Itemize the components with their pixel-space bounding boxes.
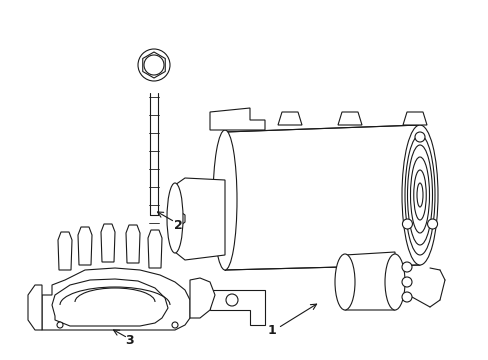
Circle shape: [57, 322, 63, 328]
Polygon shape: [402, 112, 426, 125]
Polygon shape: [58, 232, 72, 270]
Polygon shape: [278, 112, 302, 125]
Polygon shape: [42, 268, 190, 330]
Circle shape: [225, 294, 238, 306]
Polygon shape: [126, 225, 140, 263]
Polygon shape: [142, 52, 165, 78]
Polygon shape: [209, 290, 264, 325]
Circle shape: [143, 55, 163, 75]
Circle shape: [138, 49, 170, 81]
Circle shape: [402, 219, 411, 229]
Polygon shape: [101, 224, 115, 262]
Polygon shape: [175, 178, 224, 260]
Polygon shape: [345, 252, 394, 310]
Polygon shape: [224, 125, 419, 270]
Polygon shape: [209, 108, 264, 130]
Polygon shape: [28, 285, 42, 330]
Circle shape: [172, 322, 178, 328]
Circle shape: [401, 292, 411, 302]
Polygon shape: [78, 227, 92, 265]
Polygon shape: [148, 230, 162, 268]
Text: 1: 1: [267, 324, 276, 337]
Ellipse shape: [384, 254, 404, 310]
Circle shape: [427, 219, 437, 229]
Polygon shape: [52, 279, 168, 326]
Circle shape: [414, 132, 424, 142]
Ellipse shape: [167, 183, 183, 253]
Polygon shape: [337, 112, 361, 125]
Circle shape: [401, 277, 411, 287]
Text: 2: 2: [173, 219, 182, 231]
Ellipse shape: [213, 130, 237, 270]
Ellipse shape: [334, 254, 354, 310]
Circle shape: [401, 262, 411, 272]
Text: 3: 3: [125, 333, 134, 346]
Polygon shape: [190, 278, 215, 318]
Ellipse shape: [401, 125, 437, 265]
